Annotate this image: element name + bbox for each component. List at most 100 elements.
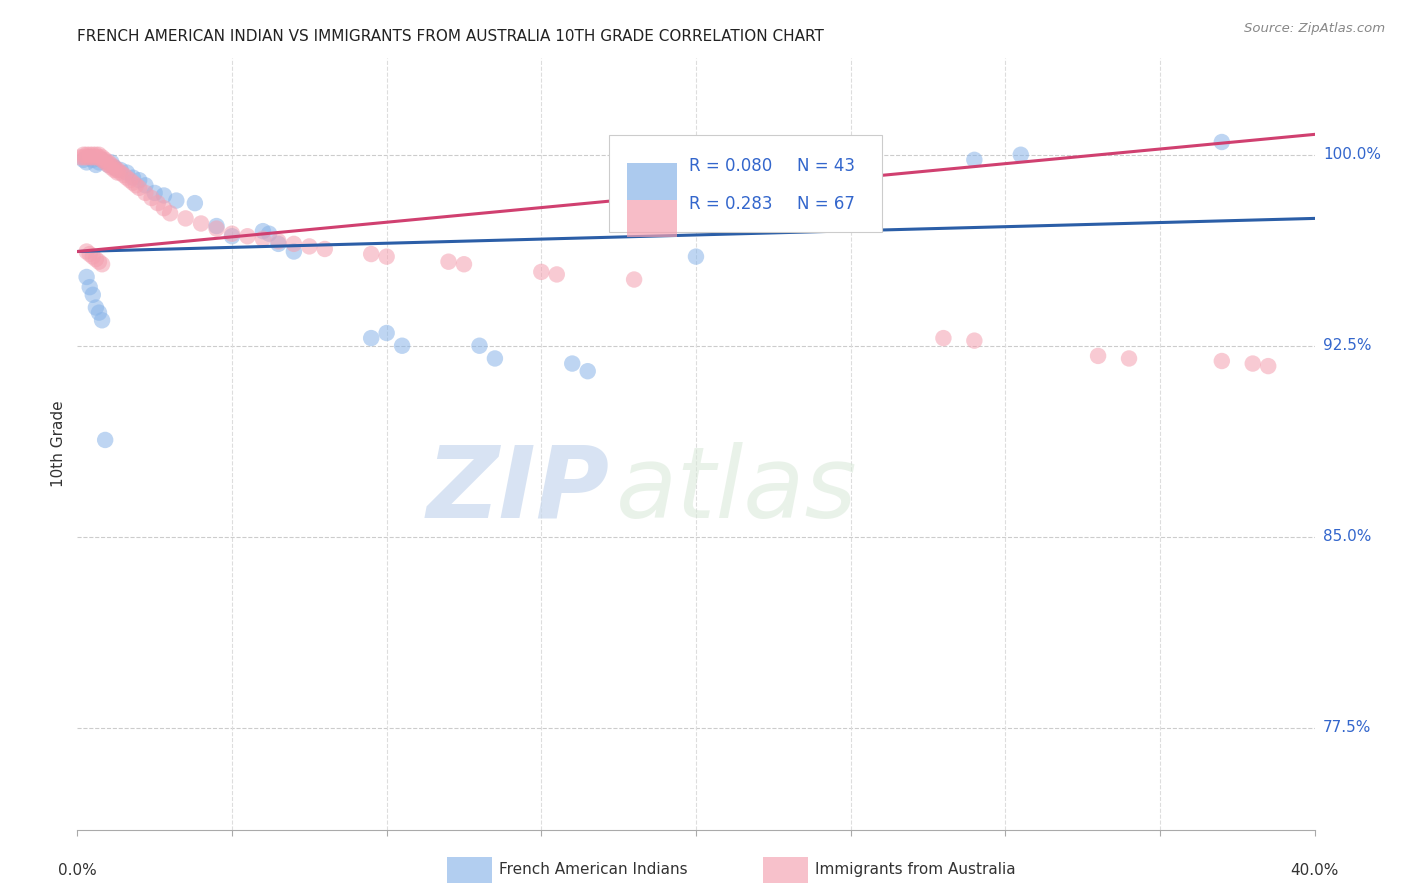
Point [125,178,148,193]
Point [437,254,460,268]
Point [1087,349,1109,363]
Point [72,147,94,161]
Point [103,161,125,175]
Point [153,201,176,215]
Point [468,339,491,353]
Point [153,188,176,202]
Point [267,236,290,251]
Text: Source: ZipAtlas.com: Source: ZipAtlas.com [1244,22,1385,36]
Point [107,163,129,178]
Point [267,235,290,249]
Point [107,165,129,179]
Point [134,186,156,200]
Point [76,155,98,169]
Point [190,217,212,231]
Point [84,301,107,315]
Point [82,147,104,161]
Point [128,173,150,187]
FancyBboxPatch shape [609,135,882,232]
FancyBboxPatch shape [627,163,678,200]
Point [298,239,321,253]
Point [963,153,986,167]
FancyBboxPatch shape [627,201,678,237]
Text: N = 67: N = 67 [797,194,855,213]
Point [134,178,156,193]
Point [146,196,169,211]
Point [97,155,120,169]
Point [79,147,101,161]
Point [76,147,98,161]
Point [530,265,553,279]
Point [932,331,955,345]
Point [221,229,243,244]
Text: 85.0%: 85.0% [1323,529,1371,544]
Point [165,194,187,208]
Point [97,158,120,172]
Point [69,150,91,164]
Point [205,221,228,235]
Point [79,247,101,261]
Point [252,232,274,246]
Point [110,163,132,178]
Point [84,150,107,164]
Point [375,326,398,340]
Point [72,153,94,167]
Text: 40.0%: 40.0% [1291,863,1339,878]
Point [84,158,107,172]
Point [97,158,120,172]
Text: 0.0%: 0.0% [58,863,97,878]
Point [76,270,98,285]
Point [314,242,336,256]
Point [87,150,110,164]
Point [1257,359,1279,373]
Point [94,433,117,447]
Point [76,150,98,164]
Point [561,357,583,371]
Point [103,163,125,178]
Point [110,165,132,179]
Point [72,150,94,164]
Point [76,244,98,259]
Point [87,254,110,268]
Point [112,168,135,182]
Point [128,181,150,195]
Point [79,150,101,164]
Point [87,147,110,161]
Point [184,196,207,211]
Text: French American Indians: French American Indians [499,863,688,877]
Point [1211,354,1233,368]
Point [546,268,568,282]
Point [360,247,382,261]
Point [100,155,122,169]
Point [79,150,101,164]
Point [94,153,117,167]
Point [283,244,305,259]
Point [236,229,259,244]
Point [103,161,125,175]
Point [84,147,107,161]
Point [115,165,138,179]
Y-axis label: 10th Grade: 10th Grade [51,401,66,487]
Point [252,224,274,238]
Point [391,339,413,353]
Point [87,155,110,169]
Point [115,170,138,185]
Point [453,257,475,271]
Point [91,153,114,167]
Point [375,250,398,264]
Point [84,252,107,267]
Text: FRENCH AMERICAN INDIAN VS IMMIGRANTS FROM AUSTRALIA 10TH GRADE CORRELATION CHART: FRENCH AMERICAN INDIAN VS IMMIGRANTS FRO… [77,29,824,45]
Point [118,173,141,187]
Point [484,351,506,366]
Point [205,219,228,233]
Point [82,150,104,164]
Point [122,176,145,190]
Point [360,331,382,345]
Text: 92.5%: 92.5% [1323,338,1371,353]
Point [91,153,114,167]
Point [143,186,166,200]
Point [1010,147,1032,161]
Point [82,250,104,264]
Point [82,287,104,301]
Text: R = 0.283: R = 0.283 [689,194,772,213]
